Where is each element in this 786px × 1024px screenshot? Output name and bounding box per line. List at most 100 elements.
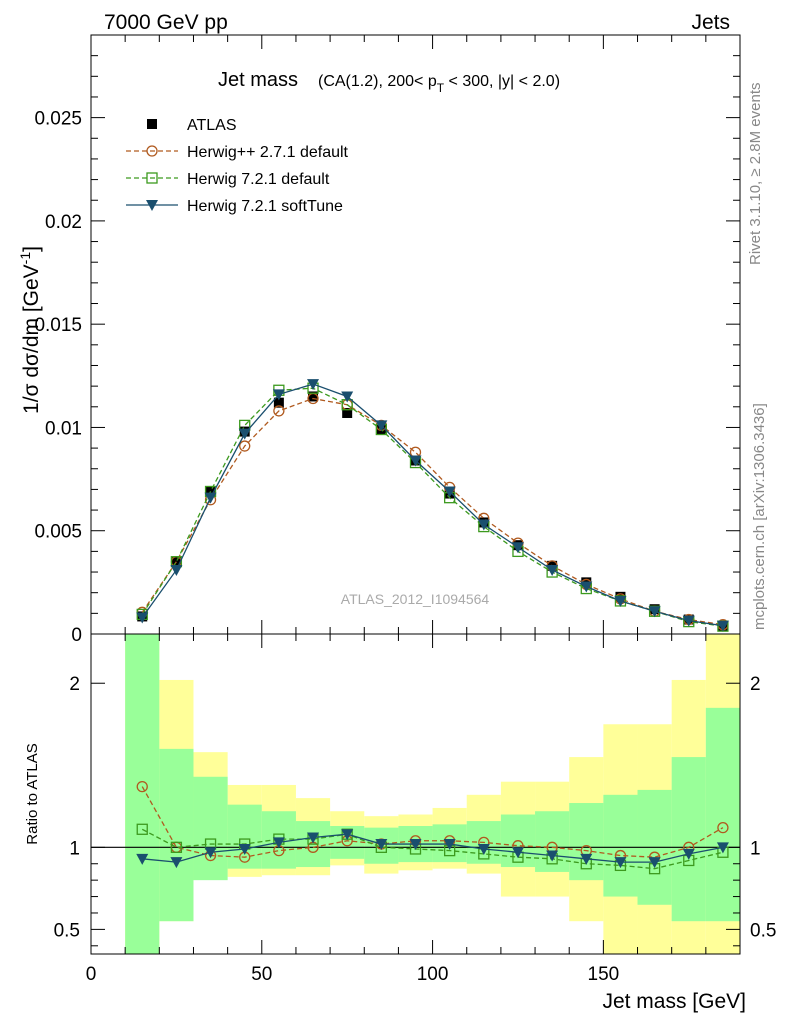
chart-subtitle: (CA(1.2), 200< pT < 300, |y| < 2.0): [318, 73, 560, 95]
series-point-2: [511, 542, 524, 554]
main-series: [136, 379, 729, 632]
series-point-0: [239, 440, 251, 452]
y-tick-label-main: 0.015: [34, 315, 82, 336]
chart-title: Jet mass: [218, 69, 298, 91]
series-point-2: [648, 606, 661, 618]
x-tick-label: 100: [417, 964, 449, 985]
x-tick-label: 150: [588, 964, 620, 985]
atlas-data-point: [171, 556, 182, 567]
ratio-point-2: [580, 853, 593, 865]
atlas-data-point: [273, 397, 284, 408]
y-tick-label-ratio: 0.5: [54, 920, 80, 941]
ratio-line-0: [141, 786, 724, 858]
series-point-2: [341, 391, 354, 403]
uncertainty-bands: [91, 634, 740, 954]
y-axis-title-text: 1/σ dσ/dm [GeV: [20, 264, 43, 414]
legend-label: Herwig++ 2.7.1 default: [187, 144, 349, 161]
green-band-bin: [159, 748, 194, 922]
subtitle-part-1: (CA(1.2), 200< p: [318, 73, 437, 90]
y-tick-label-main: 0.01: [45, 418, 82, 439]
ratio-line-2: [142, 833, 724, 863]
series-point-2: [136, 612, 149, 624]
green-band-bin: [193, 776, 228, 881]
legend-marker: [147, 119, 157, 129]
x-tick-label: 0: [86, 964, 97, 985]
ratio-point-0: [717, 821, 729, 834]
legend-marker: [146, 145, 158, 157]
green-band-bin: [569, 803, 604, 881]
y-tick-label-ratio: 2: [69, 674, 80, 695]
ratio-series: [136, 780, 729, 875]
atlas-data-point: [342, 407, 353, 418]
axes: 0 50 100 150 0 0.005 0.01 0.015 0.02 0.025 0.5 0.5 1…: [34, 35, 776, 985]
ratio-point-0: [136, 780, 148, 793]
atlas-data-point: [308, 391, 319, 402]
series-point-2: [204, 492, 217, 504]
ratio-point-2: [272, 837, 285, 849]
y-tick-label-ratio-right: 0.5: [750, 920, 776, 941]
ratio-point-2: [682, 848, 695, 860]
series-point-2: [477, 519, 490, 531]
legend-marker: [146, 172, 158, 184]
legend-label: Herwig 7.2.1 softTune: [187, 198, 343, 215]
rivet-label: Rivet 3.1.10, ≥ 2.8M events: [747, 83, 764, 266]
ratio-point-2: [170, 857, 183, 869]
header-right: Jets: [691, 11, 730, 34]
green-band-bin: [125, 634, 160, 954]
ratio-point-2: [477, 843, 490, 855]
y-tick-label-main: 0.02: [45, 212, 82, 233]
series-point-2: [546, 564, 559, 576]
x-tick-label: 50: [251, 964, 272, 985]
legend-marker: [146, 200, 158, 211]
green-band-bin: [671, 757, 706, 922]
ratio-point-2: [648, 857, 661, 869]
green-band-bin: [227, 804, 262, 869]
ratio-point-1: [136, 823, 148, 835]
series-point-2: [716, 620, 729, 632]
series-point-2: [170, 564, 183, 576]
header-left: 7000 GeV pp: [104, 11, 228, 34]
series-line-0: [141, 397, 724, 626]
ratio-point-2: [238, 843, 251, 855]
analysis-watermark: ATLAS_2012_I1094564: [341, 591, 490, 607]
ratio-point-2: [614, 857, 627, 869]
series-point-2: [580, 581, 593, 593]
green-band-bin: [535, 811, 570, 872]
y-tick-label-ratio-right: 2: [750, 674, 761, 695]
series-point-2: [238, 428, 251, 440]
green-band-bin: [603, 794, 638, 897]
ratio-point-2: [341, 829, 354, 841]
ratio-point-2: [443, 839, 456, 851]
series-point-2: [307, 379, 320, 391]
legend-label: ATLAS: [187, 117, 237, 134]
x-axis-title: Jet mass [GeV]: [602, 990, 746, 1013]
ratio-point-2: [136, 853, 149, 865]
series-point-2: [443, 486, 456, 498]
series-point-2: [614, 595, 627, 607]
y-axis-title-close: ]: [20, 246, 43, 252]
green-band-bin: [705, 707, 740, 922]
ratio-point-2: [546, 850, 559, 862]
subtitle-part-2: < 300, |y| < 2.0): [444, 73, 560, 90]
ratio-point-1: [170, 841, 183, 853]
legend: ATLAS Herwig++ 2.7.1 default Herwig 7.2.1 …: [126, 117, 349, 215]
y-axis-title-ratio: Ratio to ATLAS: [24, 743, 41, 844]
ratio-point-2: [409, 839, 422, 851]
ratio-point-2: [204, 847, 217, 859]
y-tick-label-main: 0: [71, 625, 82, 646]
y-tick-label-ratio-right: 1: [750, 838, 761, 859]
y-tick-label-main: 0.025: [34, 109, 82, 130]
series-point-2: [409, 455, 422, 467]
series-point-0: [273, 405, 285, 417]
series-point-2: [272, 389, 285, 401]
ratio-line-1: [141, 828, 724, 870]
ratio-point-2: [511, 847, 524, 859]
ratio-panel-frame: [90, 633, 741, 955]
subtitle-subscript: T: [437, 81, 445, 95]
series-point-2: [682, 615, 695, 627]
ratio-point-2: [716, 842, 729, 854]
series-point-2: [375, 420, 388, 432]
mcplots-label: mcplots.cern.ch [arXiv:1306.3436]: [751, 403, 768, 630]
y-axis-title-main: 1/σ dσ/dm [GeV-1]: [17, 246, 43, 414]
